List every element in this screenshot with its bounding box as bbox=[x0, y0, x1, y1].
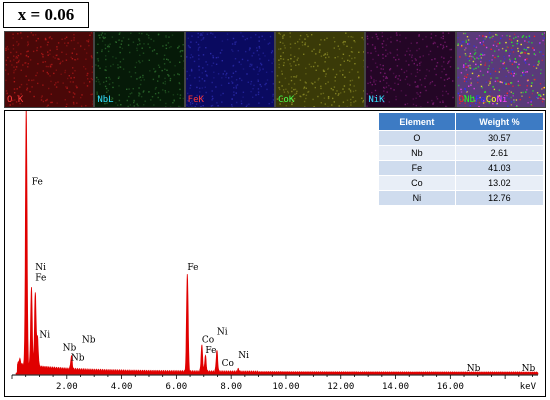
elemental-maps: O K NbL FeK CoK NiK ONbFeCoNi bbox=[4, 31, 546, 108]
map-label: NiK bbox=[368, 95, 385, 105]
table-row: Co 13.02 bbox=[378, 175, 545, 191]
peak-label: Fe bbox=[35, 273, 46, 283]
peak-label: Fe bbox=[32, 178, 43, 188]
weight-table: Element Weight % O 30.57 Nb 2.61 Fe 41.0… bbox=[378, 112, 545, 206]
peak-label: Ni bbox=[217, 328, 228, 338]
weight-cell: 30.57 bbox=[454, 130, 545, 146]
map-texture bbox=[366, 32, 455, 107]
map-label: NbL bbox=[97, 95, 114, 105]
peak-label: Nb bbox=[82, 336, 96, 346]
map-texture bbox=[185, 32, 274, 107]
weight-cell: 41.03 bbox=[454, 160, 545, 176]
weight-cell: 2.61 bbox=[454, 145, 545, 161]
map-label: ONbFeCoNi bbox=[459, 95, 508, 105]
peak-label: Ni bbox=[238, 351, 249, 361]
x-tick-label: 16.00 bbox=[437, 382, 464, 392]
element-map: NiK bbox=[365, 31, 456, 108]
weight-cell: 12.76 bbox=[454, 190, 545, 206]
x-tick-label: 2.00 bbox=[56, 382, 78, 392]
table-header-row: Element Weight % bbox=[378, 112, 545, 131]
element-map: NbL bbox=[94, 31, 185, 108]
element-cell: Ni bbox=[378, 190, 456, 206]
element-cell: O bbox=[378, 130, 456, 146]
x-tick-label: 8.00 bbox=[220, 382, 242, 392]
table-row: Ni 12.76 bbox=[378, 190, 545, 206]
peak-label: Nb bbox=[63, 343, 77, 353]
x-tick-label: 14.00 bbox=[382, 382, 409, 392]
overlay-legend-item: Co bbox=[485, 95, 497, 105]
element-map: O K bbox=[4, 31, 95, 108]
table-row: O 30.57 bbox=[378, 130, 545, 146]
peak-label: Ni bbox=[35, 263, 46, 273]
peak-label: Nb bbox=[467, 364, 481, 374]
element-map: ONbFeCoNi bbox=[455, 31, 546, 108]
peak-label: Co bbox=[222, 359, 234, 369]
overlay-legend-item: Fe bbox=[474, 95, 486, 105]
element-cell: Nb bbox=[378, 145, 456, 161]
map-texture bbox=[276, 32, 365, 107]
peak-label: Co bbox=[202, 336, 214, 346]
peak-label: Fe bbox=[205, 346, 216, 356]
map-texture bbox=[95, 32, 184, 107]
map-label: CoK bbox=[278, 95, 295, 105]
element-map: FeK bbox=[184, 31, 275, 108]
peak-label: O bbox=[26, 111, 33, 112]
overlay-legend-item: O bbox=[458, 95, 465, 105]
element-cell: Fe bbox=[378, 160, 456, 176]
weight-cell: 13.02 bbox=[454, 175, 545, 191]
table-row: Fe 41.03 bbox=[378, 160, 545, 176]
x-tick-label: 10.00 bbox=[272, 382, 299, 392]
x-tick-label: 4.00 bbox=[111, 382, 133, 392]
element-map: CoK bbox=[275, 31, 366, 108]
element-cell: Co bbox=[378, 175, 456, 191]
overlay-legend-item: Nb bbox=[464, 95, 475, 105]
map-label: O K bbox=[7, 95, 24, 105]
peak-label: Nb bbox=[522, 364, 536, 374]
table-row: Nb 2.61 bbox=[378, 145, 545, 161]
x-tick-label: 12.00 bbox=[327, 382, 354, 392]
map-texture bbox=[456, 32, 545, 107]
composition-title: x = 0.06 bbox=[3, 2, 89, 28]
peak-label: Nb bbox=[71, 354, 85, 364]
peak-label: Fe bbox=[187, 263, 198, 273]
peak-label: Ni bbox=[39, 330, 50, 340]
column-header-weight: Weight % bbox=[454, 112, 545, 131]
map-label: FeK bbox=[187, 95, 204, 105]
x-tick-label: 6.00 bbox=[166, 382, 188, 392]
spectrum-series bbox=[15, 111, 539, 375]
map-texture bbox=[5, 32, 94, 107]
spectrum-plot: 2.00 4.00 6.00 8.00 10.00 12.00 14.00 16.00 keV O… bbox=[11, 111, 539, 392]
column-header-element: Element bbox=[378, 112, 456, 131]
x-axis-label: keV bbox=[520, 382, 537, 392]
overlay-legend-item: Ni bbox=[496, 95, 508, 105]
